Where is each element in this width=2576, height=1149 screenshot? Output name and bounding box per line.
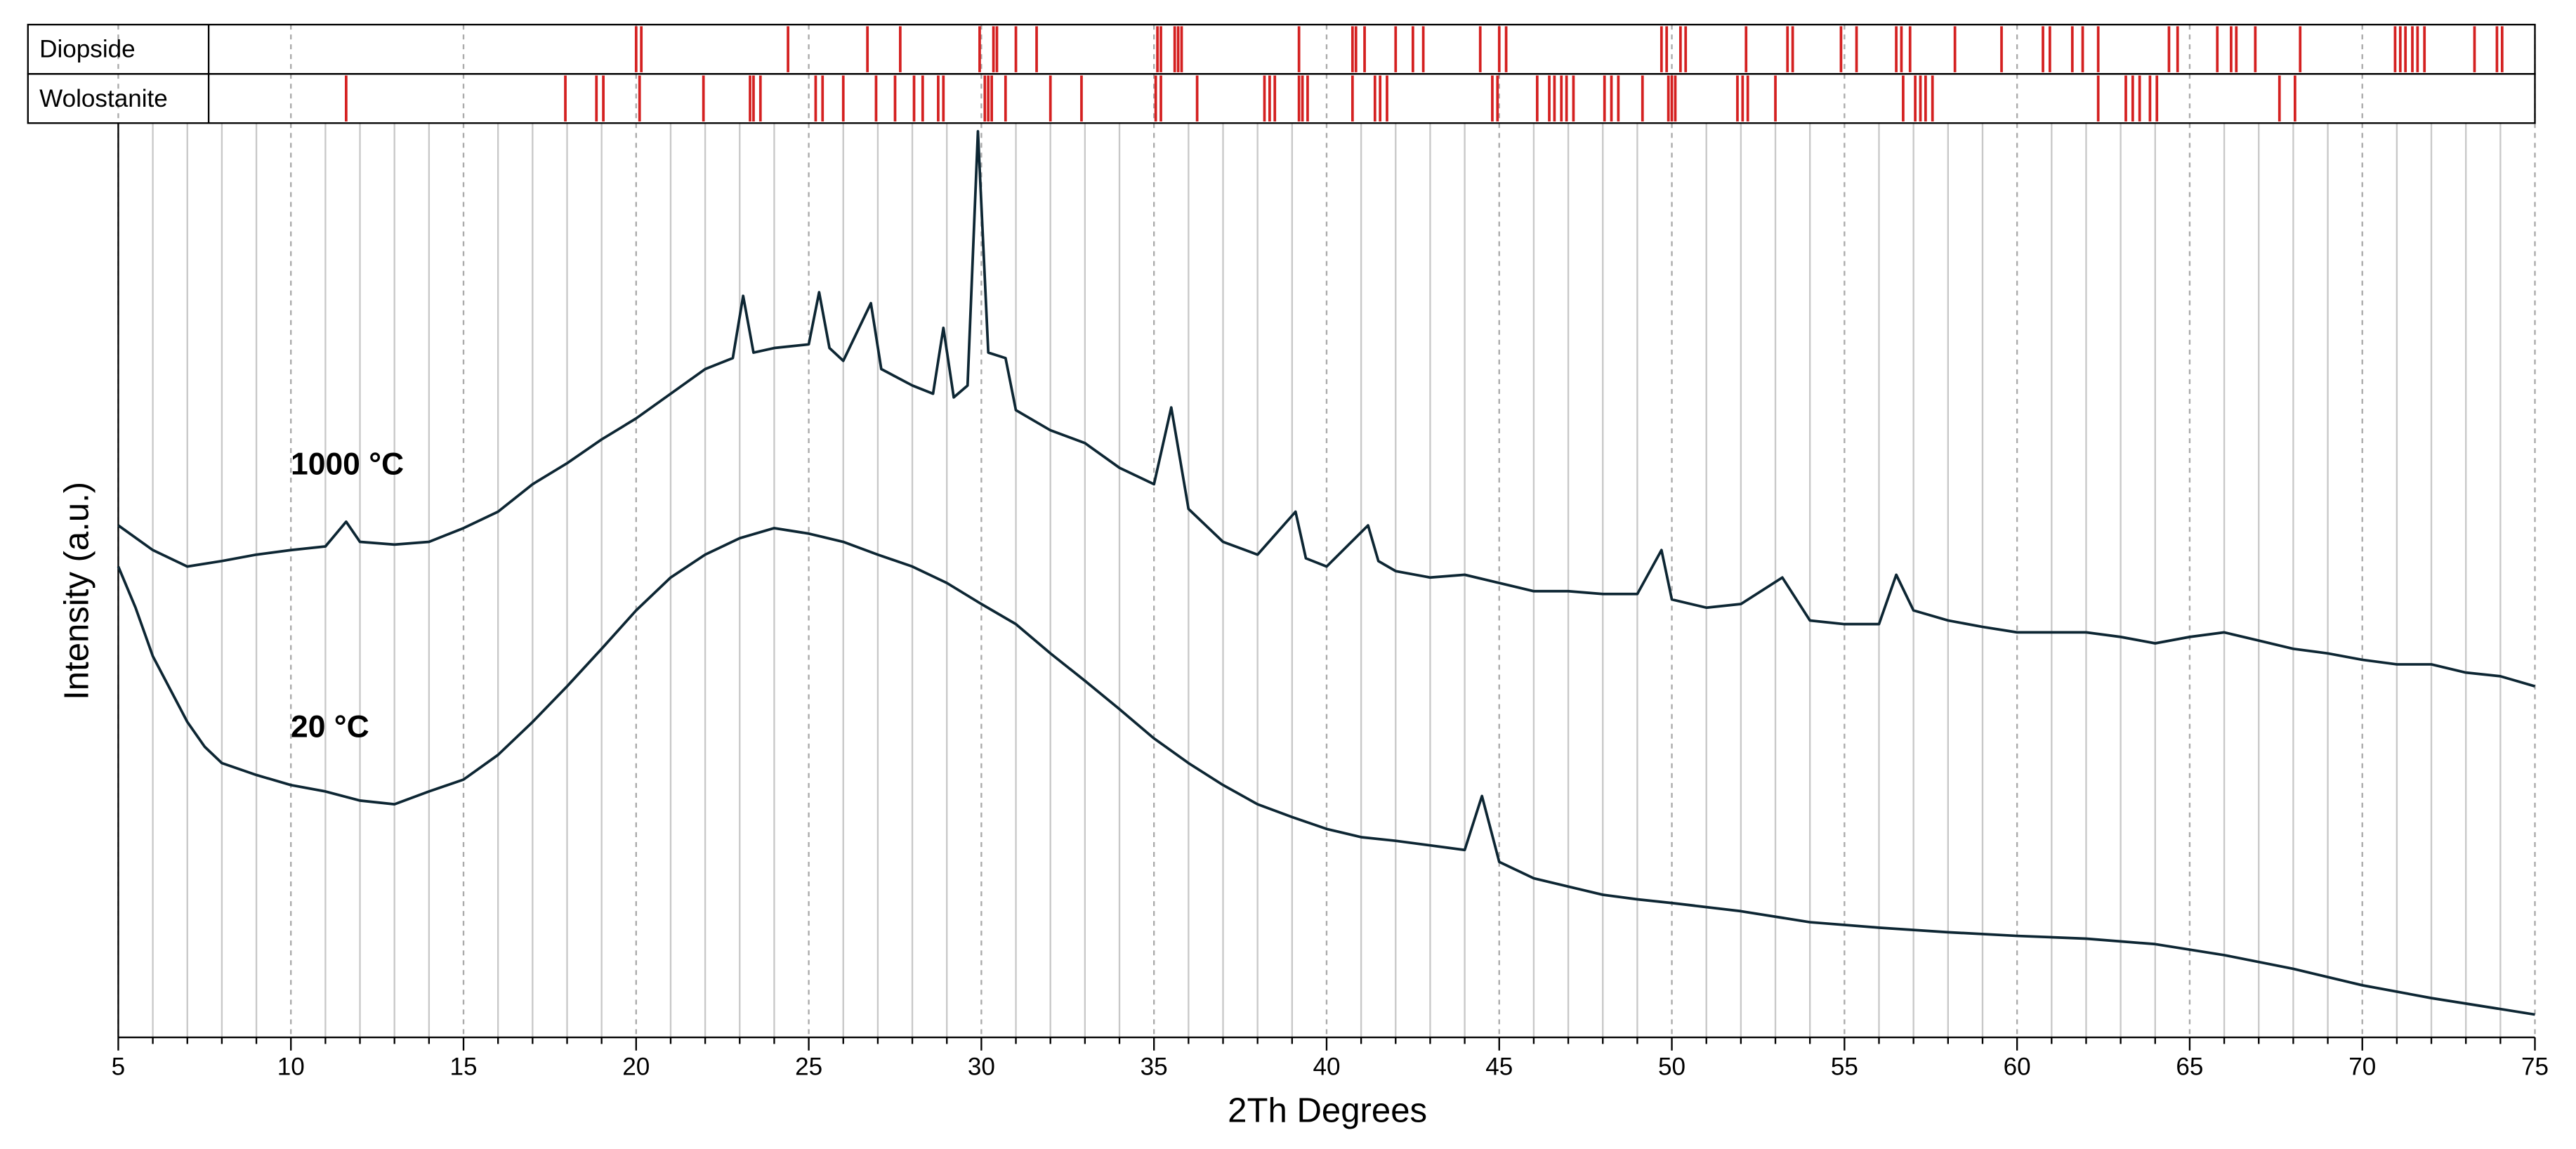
x-tick-label: 10	[277, 1053, 305, 1081]
x-tick-label: 45	[1485, 1053, 1513, 1081]
x-tick-label: 55	[1831, 1053, 1858, 1081]
x-tick-label: 30	[968, 1053, 995, 1081]
x-tick-label: 70	[2348, 1053, 2376, 1081]
x-tick-label: 5	[112, 1053, 126, 1081]
series-line	[117, 527, 2535, 1016]
series-label: 1000 °C	[291, 447, 404, 481]
phase-label: Wolostanite	[39, 85, 168, 112]
x-tick-label: 35	[1141, 1053, 1168, 1081]
x-tick-label: 75	[2521, 1053, 2549, 1081]
x-axis-title: 2Th Degrees	[1228, 1092, 1427, 1130]
phase-row	[27, 73, 2536, 124]
x-tick-label: 65	[2176, 1053, 2203, 1081]
x-tick-label: 20	[622, 1053, 650, 1081]
series-line	[117, 130, 2536, 688]
phase-label: Diopside	[39, 36, 136, 63]
x-tick-label: 40	[1313, 1053, 1340, 1081]
y-axis-title: Intensity (a.u.)	[58, 482, 96, 700]
x-tick-label: 15	[449, 1053, 477, 1081]
series-label: 20 °C	[291, 709, 369, 744]
x-tick-label: 50	[1658, 1053, 1685, 1081]
x-tick-label: 60	[2004, 1053, 2031, 1081]
x-tick-label: 25	[795, 1053, 822, 1081]
